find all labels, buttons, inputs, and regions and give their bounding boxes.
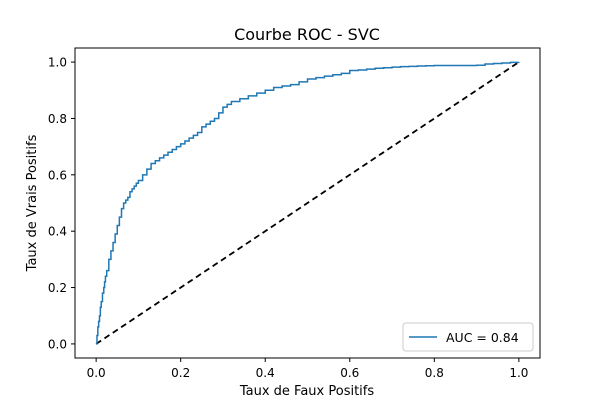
x-tick-label: 0.2 — [171, 366, 190, 380]
x-tick-label: 0.8 — [425, 366, 444, 380]
plot-lines — [95, 61, 520, 345]
x-tick-label: 0.6 — [340, 366, 359, 380]
y-axis-label: Taux de Vrais Positifs — [25, 134, 40, 272]
legend-label-auc: AUC = 0.84 — [446, 330, 519, 345]
x-tick-label: 1.0 — [509, 366, 528, 380]
roc-curve-line — [96, 61, 520, 345]
chance-diagonal-line — [95, 61, 520, 345]
y-tick-label: 0.6 — [48, 168, 67, 182]
y-tick-label: 0.8 — [48, 112, 67, 126]
y-tick-label: 0.0 — [48, 337, 67, 351]
y-tick-label: 1.0 — [48, 56, 67, 70]
chart-title: Courbe ROC - SVC — [234, 25, 380, 44]
x-axis: 0.0 0.2 0.4 0.6 0.8 1.0 — [87, 358, 528, 380]
plot-frame — [74, 47, 541, 359]
legend-box — [402, 322, 534, 352]
y-tick-label: 0.2 — [48, 281, 67, 295]
y-tick-label: 0.4 — [48, 225, 67, 239]
x-tick-label: 0.4 — [256, 366, 275, 380]
legend: AUC = 0.84 — [402, 322, 534, 352]
y-axis: 0.0 0.2 0.4 0.6 0.8 1.0 — [48, 56, 75, 351]
x-tick-label: 0.0 — [87, 366, 106, 380]
x-axis-label: Taux de Faux Positifs — [239, 384, 375, 399]
